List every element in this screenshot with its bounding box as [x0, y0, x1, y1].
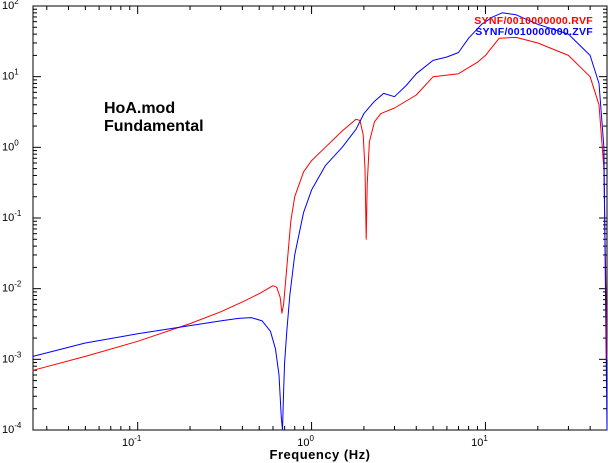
- legend-entry-zvf: SYNF/0010000000.ZVF: [475, 26, 593, 38]
- y-tick-label: 102: [2, 0, 19, 12]
- x-tick-label: 101: [471, 434, 488, 449]
- series-layer: [32, 12, 608, 431]
- x-axis-title: Frequency (Hz): [270, 447, 371, 462]
- y-tick-label: 10-4: [2, 421, 22, 436]
- y-axis: 10-4 10-3 10-2 10-1 100 101 102: [2, 0, 607, 436]
- y-tick-label: 10-3: [2, 350, 22, 365]
- y-tick-label: 10-1: [2, 209, 22, 224]
- x-tick-label: 10-1: [122, 434, 142, 449]
- x-axis: 10-1 100 101: [46, 6, 591, 449]
- plot-frame: [32, 5, 608, 431]
- series-line-rvf: [32, 36, 608, 371]
- x-tick-label: 100: [297, 434, 314, 449]
- series-line-zvf: [32, 12, 608, 431]
- y-tick-label: 100: [2, 138, 19, 153]
- annotation-mode: Fundamental: [104, 118, 204, 135]
- annotation-model: HoA.mod: [104, 100, 175, 117]
- legend-entry-rvf: SYNF/0010000000.RVF: [474, 15, 593, 27]
- y-tick-label: 10-2: [2, 280, 22, 295]
- y-tick-label: 101: [2, 68, 19, 83]
